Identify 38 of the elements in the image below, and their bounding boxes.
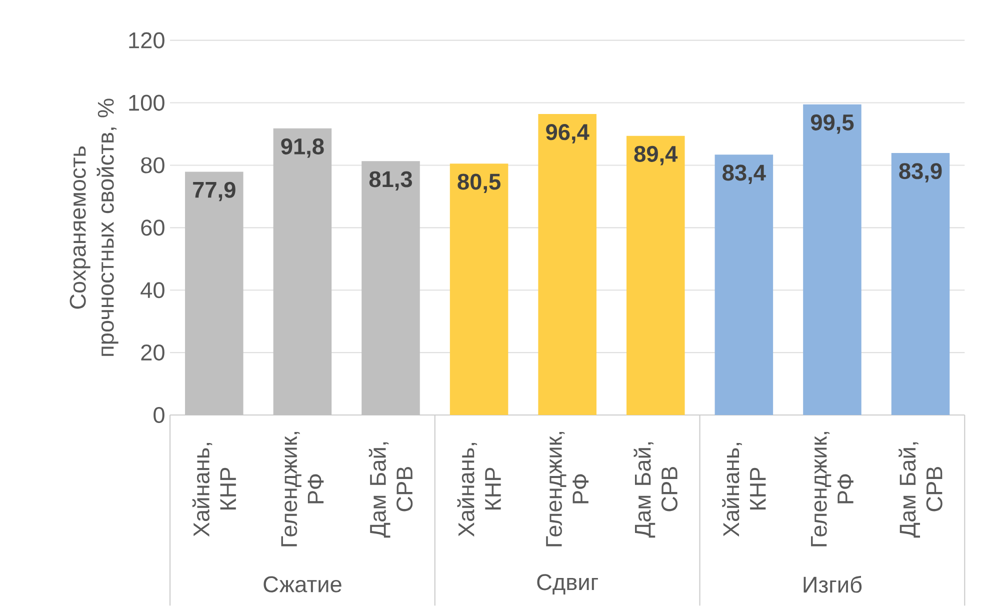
x-tick-label: Дам Бай, СРВ — [368, 442, 413, 538]
data-label: 83,9 — [899, 163, 942, 182]
y-tick-label: 60 — [141, 220, 164, 236]
text: Сдвиг — [537, 574, 598, 595]
bar — [362, 161, 420, 416]
x-tick-label: Геленджик, РФ — [811, 432, 854, 546]
x-tick-label: Дам Бай, СРВ — [634, 442, 678, 538]
data-label: 96,4 — [546, 124, 590, 144]
y-tick-label: 80 — [141, 157, 164, 174]
y-tick-label: 0 — [154, 406, 164, 424]
data-label: 91,8 — [281, 138, 324, 158]
bar — [538, 114, 596, 416]
bar — [626, 136, 685, 416]
bar — [185, 172, 244, 416]
bar — [714, 154, 774, 416]
data-label: 99,5 — [810, 114, 854, 134]
data-label: 83,4 — [722, 164, 766, 184]
bar — [273, 128, 332, 416]
y-tick-label: 120 — [129, 32, 164, 48]
x-tick-label: Хайнань, КНР — [457, 443, 501, 537]
x-tick-label: Дам Бай, СРВ — [898, 442, 942, 538]
bar — [803, 104, 862, 416]
y-tick-label: 20 — [141, 344, 164, 361]
x-tick-label: Хайнань, КНР — [192, 443, 236, 537]
data-label: 77,9 — [193, 182, 236, 202]
data-label: 81,3 — [369, 171, 412, 191]
x-tick-label: Геленджик, РФ — [546, 432, 589, 546]
text: Изгиб — [804, 576, 862, 593]
data-label: 89,4 — [634, 146, 678, 166]
x-tick-label: Геленджик, РФ — [281, 432, 324, 546]
text: Сжатие — [264, 576, 342, 592]
x-tick-label: Хайнань, КНР — [722, 443, 766, 537]
y-tick-label: 100 — [129, 94, 164, 111]
data-label: 80,5 — [458, 174, 500, 194]
bar — [450, 164, 508, 416]
y-axis-title: Сохраняемость прочностных свойств, % — [70, 98, 118, 356]
y-tick-label: 40 — [140, 282, 164, 298]
bar — [891, 153, 950, 416]
